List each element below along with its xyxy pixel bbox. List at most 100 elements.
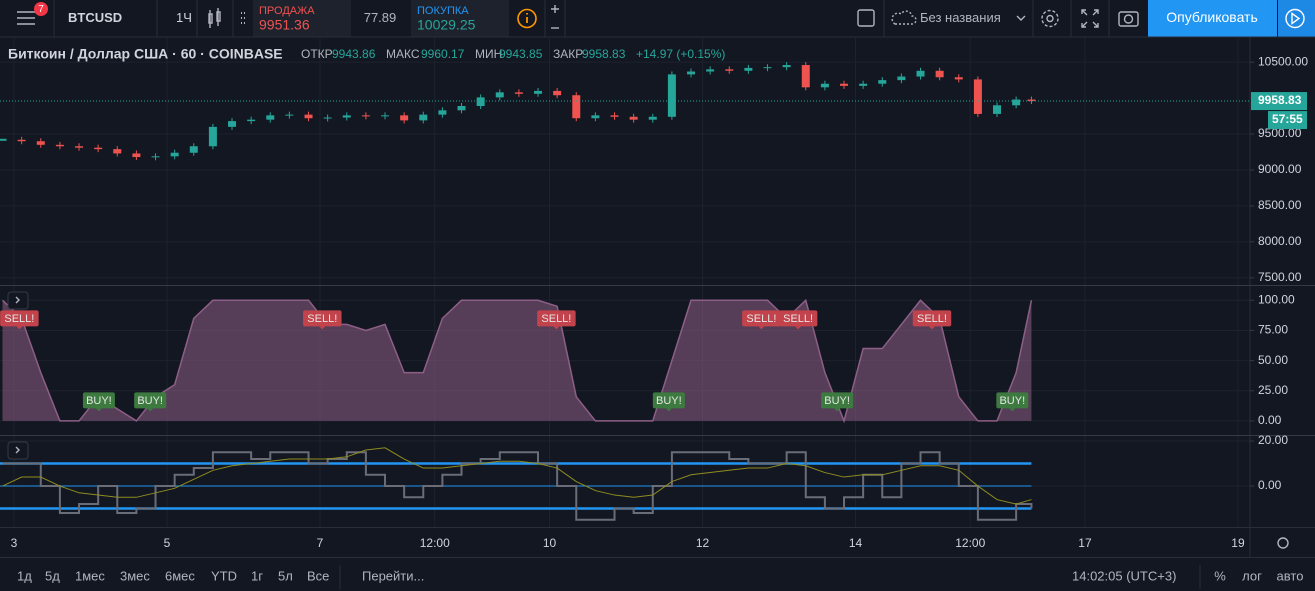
last-price-label: 9958.83 bbox=[1258, 93, 1302, 107]
range-button[interactable]: 1г bbox=[251, 568, 263, 583]
candle bbox=[916, 70, 925, 77]
chart-style-button[interactable] bbox=[208, 8, 221, 28]
candle bbox=[897, 76, 906, 81]
signal-label: SELL! bbox=[307, 313, 337, 325]
high-label: МАКС bbox=[386, 47, 420, 61]
auto-toggle[interactable]: авто bbox=[1277, 568, 1304, 583]
y-tick-label: 10500.00 bbox=[1258, 54, 1308, 68]
range-button[interactable]: 3мес bbox=[120, 568, 150, 583]
axis-settings[interactable] bbox=[1277, 537, 1289, 549]
spread: 77.89 bbox=[364, 10, 397, 25]
gear-icon bbox=[1041, 9, 1059, 28]
layout-name[interactable]: Без названия bbox=[920, 10, 1001, 25]
signal-pointer bbox=[834, 408, 841, 412]
area-fill bbox=[2, 300, 1032, 421]
snapshot-button[interactable] bbox=[1118, 11, 1139, 27]
percent-toggle[interactable]: % bbox=[1214, 568, 1226, 583]
candle bbox=[94, 147, 103, 150]
range-button[interactable]: 1д bbox=[17, 568, 32, 583]
countdown-label: 57:55 bbox=[1272, 112, 1303, 126]
y-tick-label: 0.00 bbox=[1258, 478, 1282, 492]
signal-pointer bbox=[758, 326, 765, 330]
x-tick-label: 12:00 bbox=[955, 536, 985, 550]
play-triangle bbox=[1291, 12, 1301, 25]
log-toggle[interactable]: лог bbox=[1242, 568, 1262, 583]
candle bbox=[878, 80, 887, 84]
signal-badge bbox=[652, 392, 685, 409]
signal-label: SELL! bbox=[541, 313, 571, 325]
candle bbox=[782, 65, 791, 68]
axis-settings-icon bbox=[1277, 537, 1289, 549]
y-tick-label: 9000.00 bbox=[1258, 162, 1302, 176]
signal-badge bbox=[303, 310, 342, 327]
signal-label: SELL! bbox=[917, 313, 947, 325]
x-tick-label: 3 bbox=[11, 536, 18, 550]
signal-label: BUY! bbox=[86, 395, 112, 407]
candle bbox=[457, 106, 466, 111]
range-button[interactable]: 6мес bbox=[165, 568, 195, 583]
x-tick-label: 19 bbox=[1231, 536, 1245, 550]
candle bbox=[687, 71, 696, 75]
range-button[interactable]: Все bbox=[307, 568, 329, 583]
candle bbox=[629, 116, 638, 120]
settings-button[interactable] bbox=[1041, 9, 1059, 28]
publish-button[interactable] bbox=[1148, 0, 1277, 37]
signal-label: SELL! bbox=[4, 313, 34, 325]
candle bbox=[495, 92, 504, 98]
y-tick-label: 50.00 bbox=[1258, 353, 1288, 367]
signal-pointer bbox=[553, 326, 560, 330]
signal-badge bbox=[82, 392, 115, 409]
candle bbox=[993, 105, 1002, 114]
signal-pointer bbox=[795, 326, 802, 330]
candle bbox=[820, 83, 829, 88]
candle bbox=[419, 114, 428, 121]
select-button[interactable] bbox=[857, 9, 875, 27]
buy-box[interactable] bbox=[411, 0, 509, 37]
candle bbox=[247, 119, 256, 122]
signal-label: BUY! bbox=[137, 395, 163, 407]
candle bbox=[553, 90, 562, 96]
candle bbox=[55, 144, 64, 147]
toolbar bbox=[0, 0, 1315, 37]
sell-label: ПРОДАЖА bbox=[259, 5, 315, 17]
y-tick-label: 9500.00 bbox=[1258, 126, 1302, 140]
notification-count: 7 bbox=[38, 4, 44, 15]
candle bbox=[840, 83, 849, 86]
play-button[interactable] bbox=[1278, 0, 1315, 37]
candle bbox=[189, 146, 198, 153]
camera-icon bbox=[1118, 11, 1139, 27]
info-button[interactable] bbox=[517, 8, 537, 29]
y-tick-label: 7500.00 bbox=[1258, 270, 1302, 284]
range-button[interactable]: 5д bbox=[45, 568, 60, 583]
signal-badge bbox=[821, 392, 854, 409]
range-button[interactable]: 5л bbox=[278, 568, 293, 583]
range-button[interactable]: YTD bbox=[211, 568, 237, 583]
candle bbox=[667, 74, 676, 117]
candle bbox=[534, 90, 543, 94]
signal-pointer bbox=[319, 326, 326, 330]
range-button[interactable]: 1мес bbox=[75, 568, 105, 583]
legend-title: Биткоин / Доллар США · 60 · COINBASE bbox=[8, 46, 283, 62]
candle bbox=[228, 121, 237, 127]
sell-box[interactable] bbox=[253, 0, 351, 37]
goto-date[interactable]: Перейти... bbox=[362, 568, 424, 583]
candle bbox=[648, 116, 657, 120]
gear-center bbox=[1046, 14, 1054, 23]
interval[interactable]: 1Ч bbox=[176, 10, 192, 25]
drag-handle bbox=[241, 12, 245, 24]
fullscreen-button[interactable] bbox=[1081, 9, 1099, 28]
y-tick-label: 100.00 bbox=[1258, 292, 1295, 306]
signal-label: BUY! bbox=[656, 395, 682, 407]
y-tick-label: 75.00 bbox=[1258, 323, 1288, 337]
plus-button[interactable] bbox=[551, 5, 559, 13]
signal-badge bbox=[996, 392, 1029, 409]
signal-label: BUY! bbox=[824, 395, 850, 407]
candle bbox=[725, 69, 734, 71]
play-circle bbox=[1285, 8, 1305, 29]
candle bbox=[744, 67, 753, 71]
symbol[interactable]: BTCUSD bbox=[68, 10, 122, 25]
layout-menu[interactable] bbox=[1016, 15, 1026, 21]
signal-pointer bbox=[665, 408, 672, 412]
menu-button[interactable]: 7 bbox=[17, 2, 48, 25]
